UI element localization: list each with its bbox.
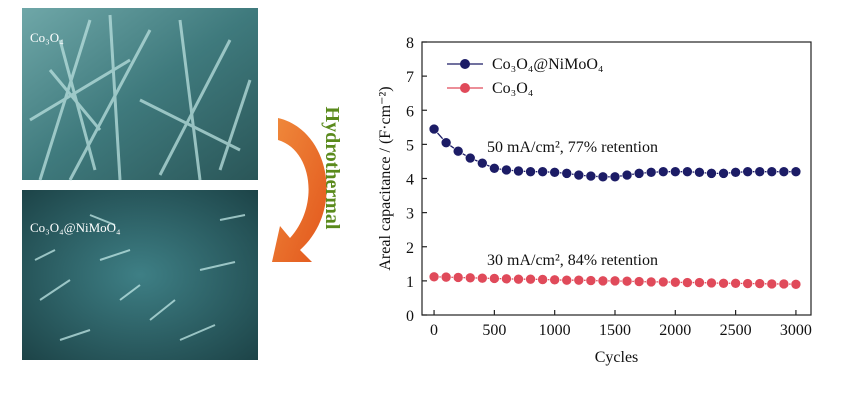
data-point xyxy=(633,276,645,287)
data-point xyxy=(549,274,560,286)
data-point xyxy=(670,276,681,288)
annotation: 50 mA/cm², 77% retention xyxy=(487,139,658,156)
data-point xyxy=(718,168,729,179)
data-point xyxy=(573,274,585,286)
data-point xyxy=(682,277,693,288)
data-point xyxy=(464,272,476,284)
data-point xyxy=(477,272,488,284)
data-point xyxy=(501,164,512,176)
y-tick-label: 3 xyxy=(406,206,414,223)
data-point xyxy=(537,274,548,285)
data-point xyxy=(501,273,512,285)
data-point xyxy=(754,166,766,177)
y-tick-label: 5 xyxy=(406,137,414,154)
x-tick-label: 3000 xyxy=(780,322,812,339)
data-point xyxy=(525,166,536,177)
data-point xyxy=(694,167,705,178)
data-point xyxy=(730,167,741,178)
y-tick-label: 1 xyxy=(406,274,414,291)
data-point xyxy=(706,168,717,179)
sem-image-top: Co₃O₄ xyxy=(22,8,258,181)
data-point xyxy=(621,275,633,287)
data-point xyxy=(754,278,766,289)
data-point xyxy=(609,275,621,287)
data-point xyxy=(621,169,633,181)
data-point xyxy=(609,171,621,183)
y-tick-label: 6 xyxy=(406,103,414,120)
data-point xyxy=(597,275,609,287)
y-axis-label: Areal capacitance / (F·cm⁻²) xyxy=(377,86,394,270)
data-point xyxy=(778,278,790,290)
chart: 0 1 2 3 4 5 6 7 8 0 500 1000 1500 2000 2500 3000 Cycles A… xyxy=(377,35,812,366)
legend-label: Co₃O₄@NiMoO₄ xyxy=(492,56,604,73)
data-point xyxy=(766,166,778,177)
data-point xyxy=(778,166,790,177)
data-point xyxy=(513,273,524,285)
data-point xyxy=(440,137,452,148)
x-tick-label: 2500 xyxy=(720,322,752,339)
sem-image-bottom: Co₃O₄@NiMoO₄ xyxy=(22,190,258,360)
data-point xyxy=(561,274,573,286)
legend-marker xyxy=(460,83,470,93)
data-point xyxy=(561,168,573,179)
data-point xyxy=(742,278,753,289)
data-point xyxy=(633,168,645,179)
annotation: 30 mA/cm², 84% retention xyxy=(487,252,658,269)
data-point xyxy=(657,166,669,177)
data-point xyxy=(489,162,500,174)
data-point xyxy=(706,277,717,289)
y-tick-label: 2 xyxy=(406,240,414,257)
data-point xyxy=(537,166,548,177)
data-point xyxy=(585,275,597,286)
data-point xyxy=(597,171,609,183)
x-axis-label: Cycles xyxy=(595,349,639,366)
data-point xyxy=(489,273,500,284)
image-label: Co₃O₄@NiMoO₄ xyxy=(30,220,121,235)
data-point xyxy=(585,170,597,182)
data-point xyxy=(477,157,488,169)
x-tick-label: 1000 xyxy=(539,322,571,339)
data-point xyxy=(513,165,524,177)
data-point xyxy=(645,167,657,178)
x-tick-label: 500 xyxy=(482,322,506,339)
data-point xyxy=(766,278,778,290)
data-point xyxy=(464,152,476,164)
x-tick-label: 2000 xyxy=(659,322,691,339)
data-point xyxy=(645,276,657,288)
data-point xyxy=(428,123,440,135)
legend-label: Co₃O₄ xyxy=(492,80,534,97)
data-point xyxy=(549,167,560,178)
image-label: Co₃O₄ xyxy=(30,30,64,45)
data-point xyxy=(428,271,440,283)
data-point xyxy=(452,145,464,157)
x-tick-label: 1500 xyxy=(599,322,631,339)
data-point xyxy=(452,272,464,283)
data-point xyxy=(670,166,681,177)
data-point xyxy=(730,277,741,289)
data-point xyxy=(742,166,753,177)
y-tick-label: 4 xyxy=(406,172,414,189)
legend-marker xyxy=(460,59,470,69)
data-point xyxy=(790,166,802,177)
data-point xyxy=(682,166,693,177)
process-arrow xyxy=(272,118,327,262)
x-tick-label: 0 xyxy=(430,322,438,339)
y-tick-label: 0 xyxy=(406,308,414,325)
data-point xyxy=(790,278,802,290)
data-point xyxy=(573,169,585,181)
y-tick-label: 7 xyxy=(406,69,414,86)
data-point xyxy=(440,271,452,283)
data-point xyxy=(718,277,729,289)
data-point xyxy=(525,273,536,285)
y-tick-label: 8 xyxy=(406,35,414,52)
process-label: Hydrothermal xyxy=(321,107,343,230)
data-point xyxy=(694,277,705,288)
data-point xyxy=(657,276,669,288)
